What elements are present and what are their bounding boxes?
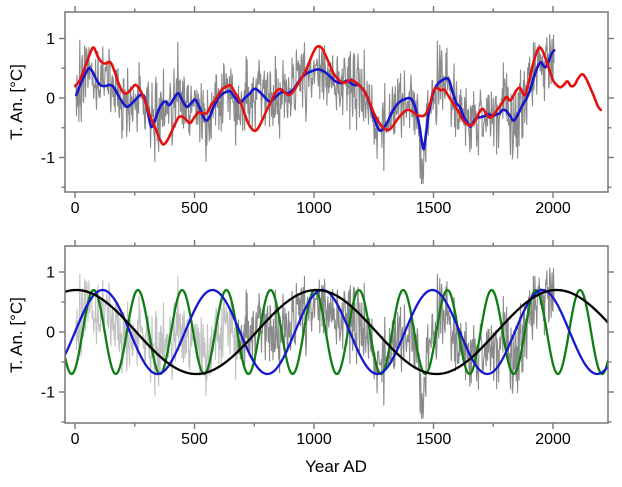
cycle-460yr-line <box>65 288 608 376</box>
x-tick-label: 1000 <box>296 431 332 448</box>
y-tick-label: 1 <box>46 31 55 48</box>
x-tick-label: 2000 <box>535 200 571 217</box>
top-tick-labels: 0 500 1000 1500 2000 -1 0 1 <box>41 31 571 217</box>
y-tick-label: -1 <box>41 150 55 167</box>
x-tick-label: 1500 <box>416 200 452 217</box>
x-tick-label: 2000 <box>535 431 571 448</box>
x-axis-title: Year AD <box>305 457 367 476</box>
top-series <box>73 33 603 185</box>
annual-gray-early-line <box>75 273 239 397</box>
bottom-panel: 0 500 1000 1500 2000 -1 0 1 <box>41 240 614 448</box>
x-tick-label: 0 <box>71 200 80 217</box>
y-tick-label: 1 <box>46 265 55 282</box>
x-tick-label: 500 <box>181 431 208 448</box>
top-y-axis-title: T. An. [°C] <box>7 64 26 140</box>
y-tick-label: 0 <box>46 91 55 108</box>
top-frame <box>64 11 609 193</box>
x-tick-label: 500 <box>181 200 208 217</box>
x-tick-label: 0 <box>71 431 80 448</box>
x-tick-label: 1500 <box>416 431 452 448</box>
cycle-185yr-line <box>65 288 608 376</box>
harmonic-red-line <box>73 44 603 146</box>
y-tick-label: 0 <box>46 325 55 342</box>
cycle-1000yr-line <box>65 288 608 376</box>
bottom-series <box>65 267 608 419</box>
top-panel: 0 500 1000 1500 2000 -1 0 1 <box>41 6 614 217</box>
bottom-y-axis-title: T. An. [°C] <box>7 297 26 373</box>
y-tick-label: -1 <box>41 385 55 402</box>
bottom-ticks <box>59 240 614 429</box>
annual-gray-late-line <box>237 267 555 419</box>
bottom-frame <box>64 245 609 424</box>
bottom-tick-labels: 0 500 1000 1500 2000 -1 0 1 <box>41 265 571 448</box>
x-tick-label: 1000 <box>296 200 332 217</box>
